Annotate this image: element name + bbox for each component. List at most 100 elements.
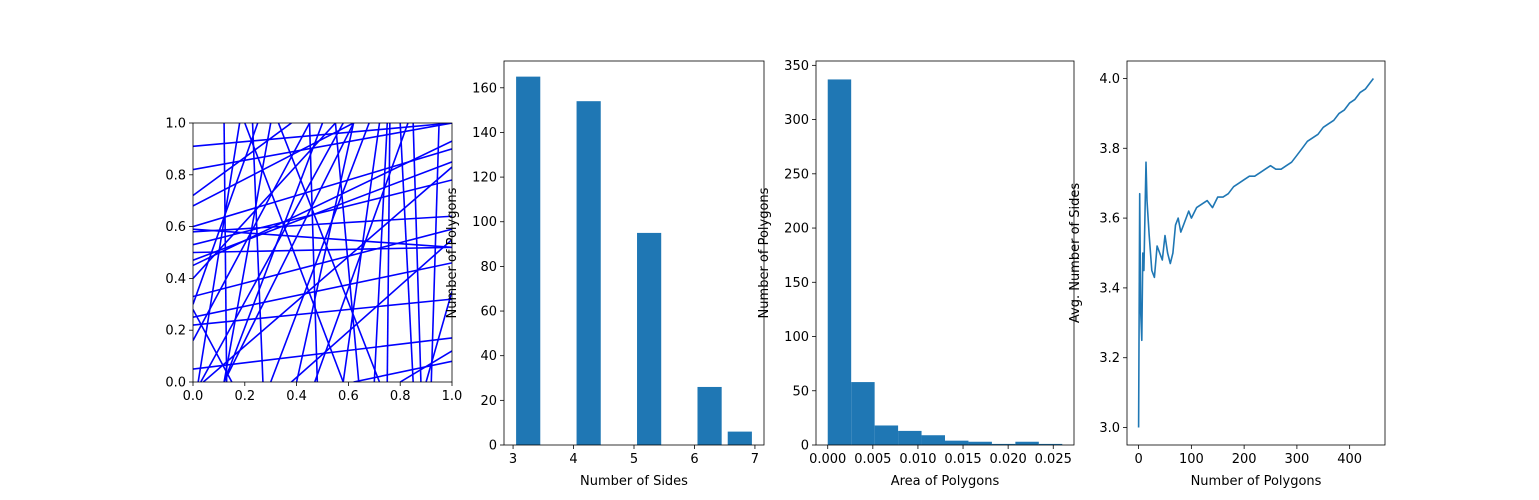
y-tick-label: 120 xyxy=(472,171,497,186)
x-tick-label: 0.020 xyxy=(990,452,1027,467)
random-line xyxy=(399,123,414,382)
histogram-bar xyxy=(921,435,945,445)
random-line xyxy=(197,123,241,382)
x-tick-label: 300 xyxy=(1284,452,1309,467)
random-line xyxy=(295,123,355,382)
y-tick-label: 0.4 xyxy=(165,272,186,287)
histogram-bar xyxy=(697,386,722,445)
x-tick-label: 200 xyxy=(1232,452,1257,467)
random-line xyxy=(193,140,452,267)
random-line xyxy=(223,123,228,382)
y-tick-label: 200 xyxy=(784,222,809,237)
avg-sides-line xyxy=(1137,78,1375,428)
x-tick-label: 7 xyxy=(751,452,759,467)
random-line xyxy=(244,123,344,382)
random-line xyxy=(193,179,452,246)
y-axis-label: Number of Polygons xyxy=(757,187,772,318)
random-line xyxy=(200,123,344,382)
x-tick-label: 0.015 xyxy=(944,452,981,467)
y-tick-label: 40 xyxy=(480,349,497,364)
random-line xyxy=(251,123,264,382)
x-axis-label: Area of Polygons xyxy=(891,474,1000,489)
random-line xyxy=(373,123,389,382)
x-tick-label: 6 xyxy=(690,452,698,467)
x-tick-label: 0.8 xyxy=(390,389,411,404)
x-tick-label: 5 xyxy=(630,452,638,467)
x-tick-label: 3 xyxy=(509,452,517,467)
x-tick-label: 0.4 xyxy=(286,389,307,404)
histogram-bar xyxy=(727,431,752,445)
random-line xyxy=(202,166,452,382)
x-tick-label: 0.005 xyxy=(854,452,891,467)
y-tick-label: 3.2 xyxy=(1099,351,1120,366)
random-line xyxy=(334,123,360,382)
random-line xyxy=(193,215,452,233)
y-tick-label: 20 xyxy=(480,394,497,409)
random-line xyxy=(193,262,452,319)
histogram-bar xyxy=(1038,443,1063,445)
y-tick-label: 3.4 xyxy=(1099,281,1120,296)
y-tick-label: 4.0 xyxy=(1099,72,1120,87)
plot-area xyxy=(516,76,752,445)
y-tick-label: 60 xyxy=(480,305,497,320)
x-tick-label: 0.6 xyxy=(338,389,359,404)
y-tick-label: 1.0 xyxy=(165,117,186,132)
histogram-bar xyxy=(991,443,1016,445)
y-tick-label: 3.8 xyxy=(1099,142,1120,157)
random-line xyxy=(193,246,452,254)
y-tick-label: 300 xyxy=(784,113,809,128)
y-tick-label: 3.6 xyxy=(1099,212,1120,227)
y-tick-label: 0 xyxy=(801,439,809,454)
histogram-bar xyxy=(1015,441,1039,445)
random-line xyxy=(223,123,355,382)
plot-area xyxy=(827,79,1063,445)
random-line xyxy=(353,360,452,382)
random-line xyxy=(193,298,452,326)
y-tick-label: 350 xyxy=(784,59,809,74)
histogram-bar xyxy=(827,79,852,445)
x-tick-label: 4 xyxy=(569,452,577,467)
panel-sides-histogram: 3 4 5 6 7 0 20 40 60 80 100 120 140 160 Number of Side… xyxy=(445,60,765,489)
histogram-bar xyxy=(851,382,875,445)
y-tick-label: 0 xyxy=(489,439,497,454)
y-axis-label: Avg. Number of Sides xyxy=(1068,183,1083,323)
random-line xyxy=(193,123,337,279)
random-line xyxy=(193,123,354,207)
x-tick-label: 1.0 xyxy=(442,389,463,404)
x-axis-label: Number of Polygons xyxy=(1191,474,1322,489)
y-axis-label: Number of Polygons xyxy=(445,187,460,318)
random-line xyxy=(386,123,391,382)
random-line xyxy=(308,123,319,382)
y-tick-label: 0.6 xyxy=(165,220,186,235)
axes-frame xyxy=(1126,60,1386,446)
axes-frame xyxy=(815,60,1075,446)
axes-frame xyxy=(192,122,453,383)
y-tick-label: 100 xyxy=(472,215,497,230)
x-tick-label: 400 xyxy=(1337,452,1362,467)
plot-area xyxy=(1137,78,1375,428)
random-line xyxy=(412,123,422,382)
x-tick-label: 0 xyxy=(1134,452,1142,467)
random-line xyxy=(269,123,370,382)
histogram-bar xyxy=(898,430,922,445)
random-line xyxy=(425,291,452,382)
panel-area-histogram: 0.000 0.005 0.010 0.015 0.020 0.025 0 50 100 150 2… xyxy=(757,59,1075,489)
x-tick-label: 0.2 xyxy=(234,389,255,404)
random-line xyxy=(430,123,440,382)
x-tick-label: 0.000 xyxy=(809,452,846,467)
y-tick-label: 0.2 xyxy=(165,324,186,339)
y-tick-label: 0.8 xyxy=(165,168,186,183)
random-line xyxy=(399,350,452,382)
histogram-bar xyxy=(945,440,969,445)
y-tick-label: 50 xyxy=(792,384,809,399)
y-tick-label: 80 xyxy=(480,260,497,275)
histogram-bar xyxy=(576,101,601,445)
y-tick-label: 0.0 xyxy=(165,376,186,391)
y-tick-label: 250 xyxy=(784,167,809,182)
y-tick-label: 140 xyxy=(472,126,497,141)
x-tick-label: 0.0 xyxy=(183,389,204,404)
x-tick-label: 100 xyxy=(1179,452,1204,467)
y-tick-label: 160 xyxy=(472,81,497,96)
axes-frame xyxy=(503,60,765,446)
